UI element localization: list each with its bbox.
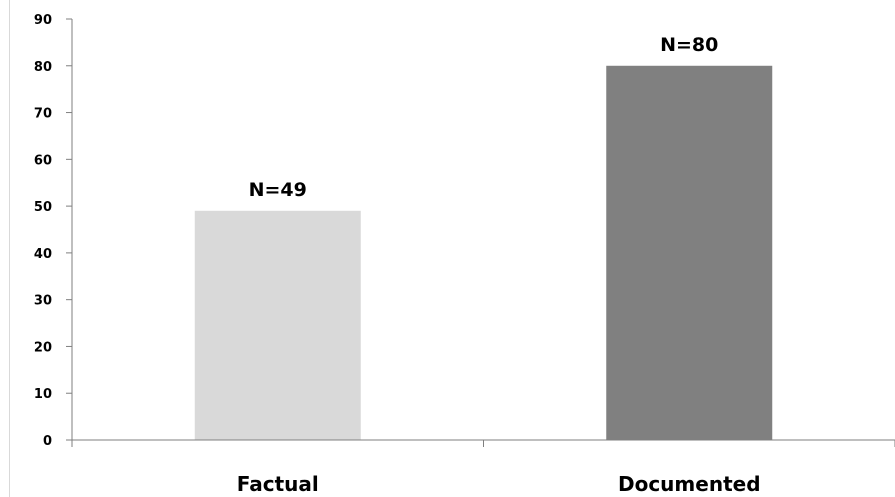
- y-tick-label-10: 10: [34, 387, 52, 402]
- bars-group: [194, 65, 773, 441]
- x-tick-label-documented: Documented: [618, 472, 761, 496]
- data-label-documented: N=80: [660, 34, 718, 56]
- data-label-factual: N=49: [249, 179, 307, 201]
- y-tick-label-30: 30: [34, 294, 52, 309]
- y-tick-label-20: 20: [34, 340, 52, 355]
- bar-documented: [606, 65, 773, 441]
- y-tick-label-40: 40: [34, 247, 52, 262]
- axes-group: [71, 19, 895, 447]
- x-tick-label-factual: Factual: [237, 472, 319, 496]
- y-tick-label-70: 70: [34, 107, 52, 122]
- y-tick-label-80: 80: [34, 60, 52, 75]
- y-tick-label-50: 50: [34, 200, 52, 215]
- y-tick-group: 0 10 20 30 40 50 60 70 80 90: [34, 13, 72, 449]
- y-tick-label-90: 90: [34, 13, 52, 28]
- y-tick-label-60: 60: [34, 153, 52, 168]
- x-category-group: Factual Documented: [237, 472, 761, 496]
- y-tick-label-0: 0: [43, 434, 52, 449]
- chart-left-border: [9, 0, 10, 497]
- data-labels-group: N=49 N=80: [249, 34, 719, 201]
- bar-factual: [194, 210, 361, 440]
